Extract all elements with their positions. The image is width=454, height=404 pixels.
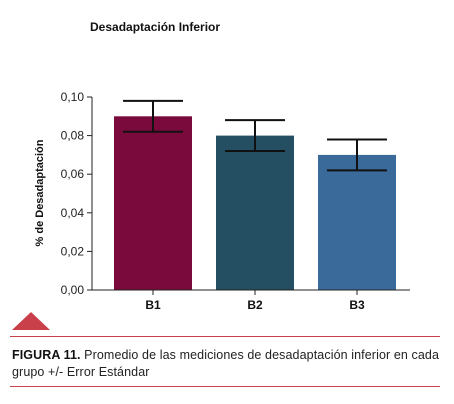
y-axis-label: % de Desadaptación — [34, 139, 46, 246]
caption-top-rule — [10, 336, 440, 337]
bars-group — [114, 99, 396, 290]
bar-b3 — [318, 154, 396, 290]
y-axis: 0,10 0,08 0,06 0,04 0,02 0,00 — [61, 90, 93, 297]
x-axis: B1 B2 B3 — [92, 289, 410, 312]
bar-b1 — [114, 116, 192, 290]
x-tick-label: B2 — [247, 298, 263, 312]
y-tick-label: 0,06 — [61, 167, 85, 181]
x-tick-label: B1 — [145, 298, 161, 312]
y-tick-label: 0,10 — [61, 90, 85, 104]
y-tick-label: 0,04 — [61, 206, 85, 220]
chart-title: Desadaptación Inferior — [90, 20, 220, 34]
caption-text: Promedio de las mediciones de desadaptac… — [12, 348, 440, 379]
y-tick-label: 0,08 — [61, 129, 85, 143]
bar-b2 — [216, 135, 294, 290]
figure-caption: FIGURA 11. Promedio de las mediciones de… — [12, 347, 442, 381]
bar-chart: Desadaptación Inferior % de Desadaptació… — [12, 20, 410, 330]
triangle-marker-icon — [12, 312, 50, 330]
x-tick-label: B3 — [349, 298, 365, 312]
y-tick-label: 0,02 — [61, 244, 85, 258]
y-tick-label: 0,00 — [61, 283, 85, 297]
caption-bottom-rule — [10, 386, 440, 387]
figure-label: FIGURA 11. — [12, 348, 81, 362]
